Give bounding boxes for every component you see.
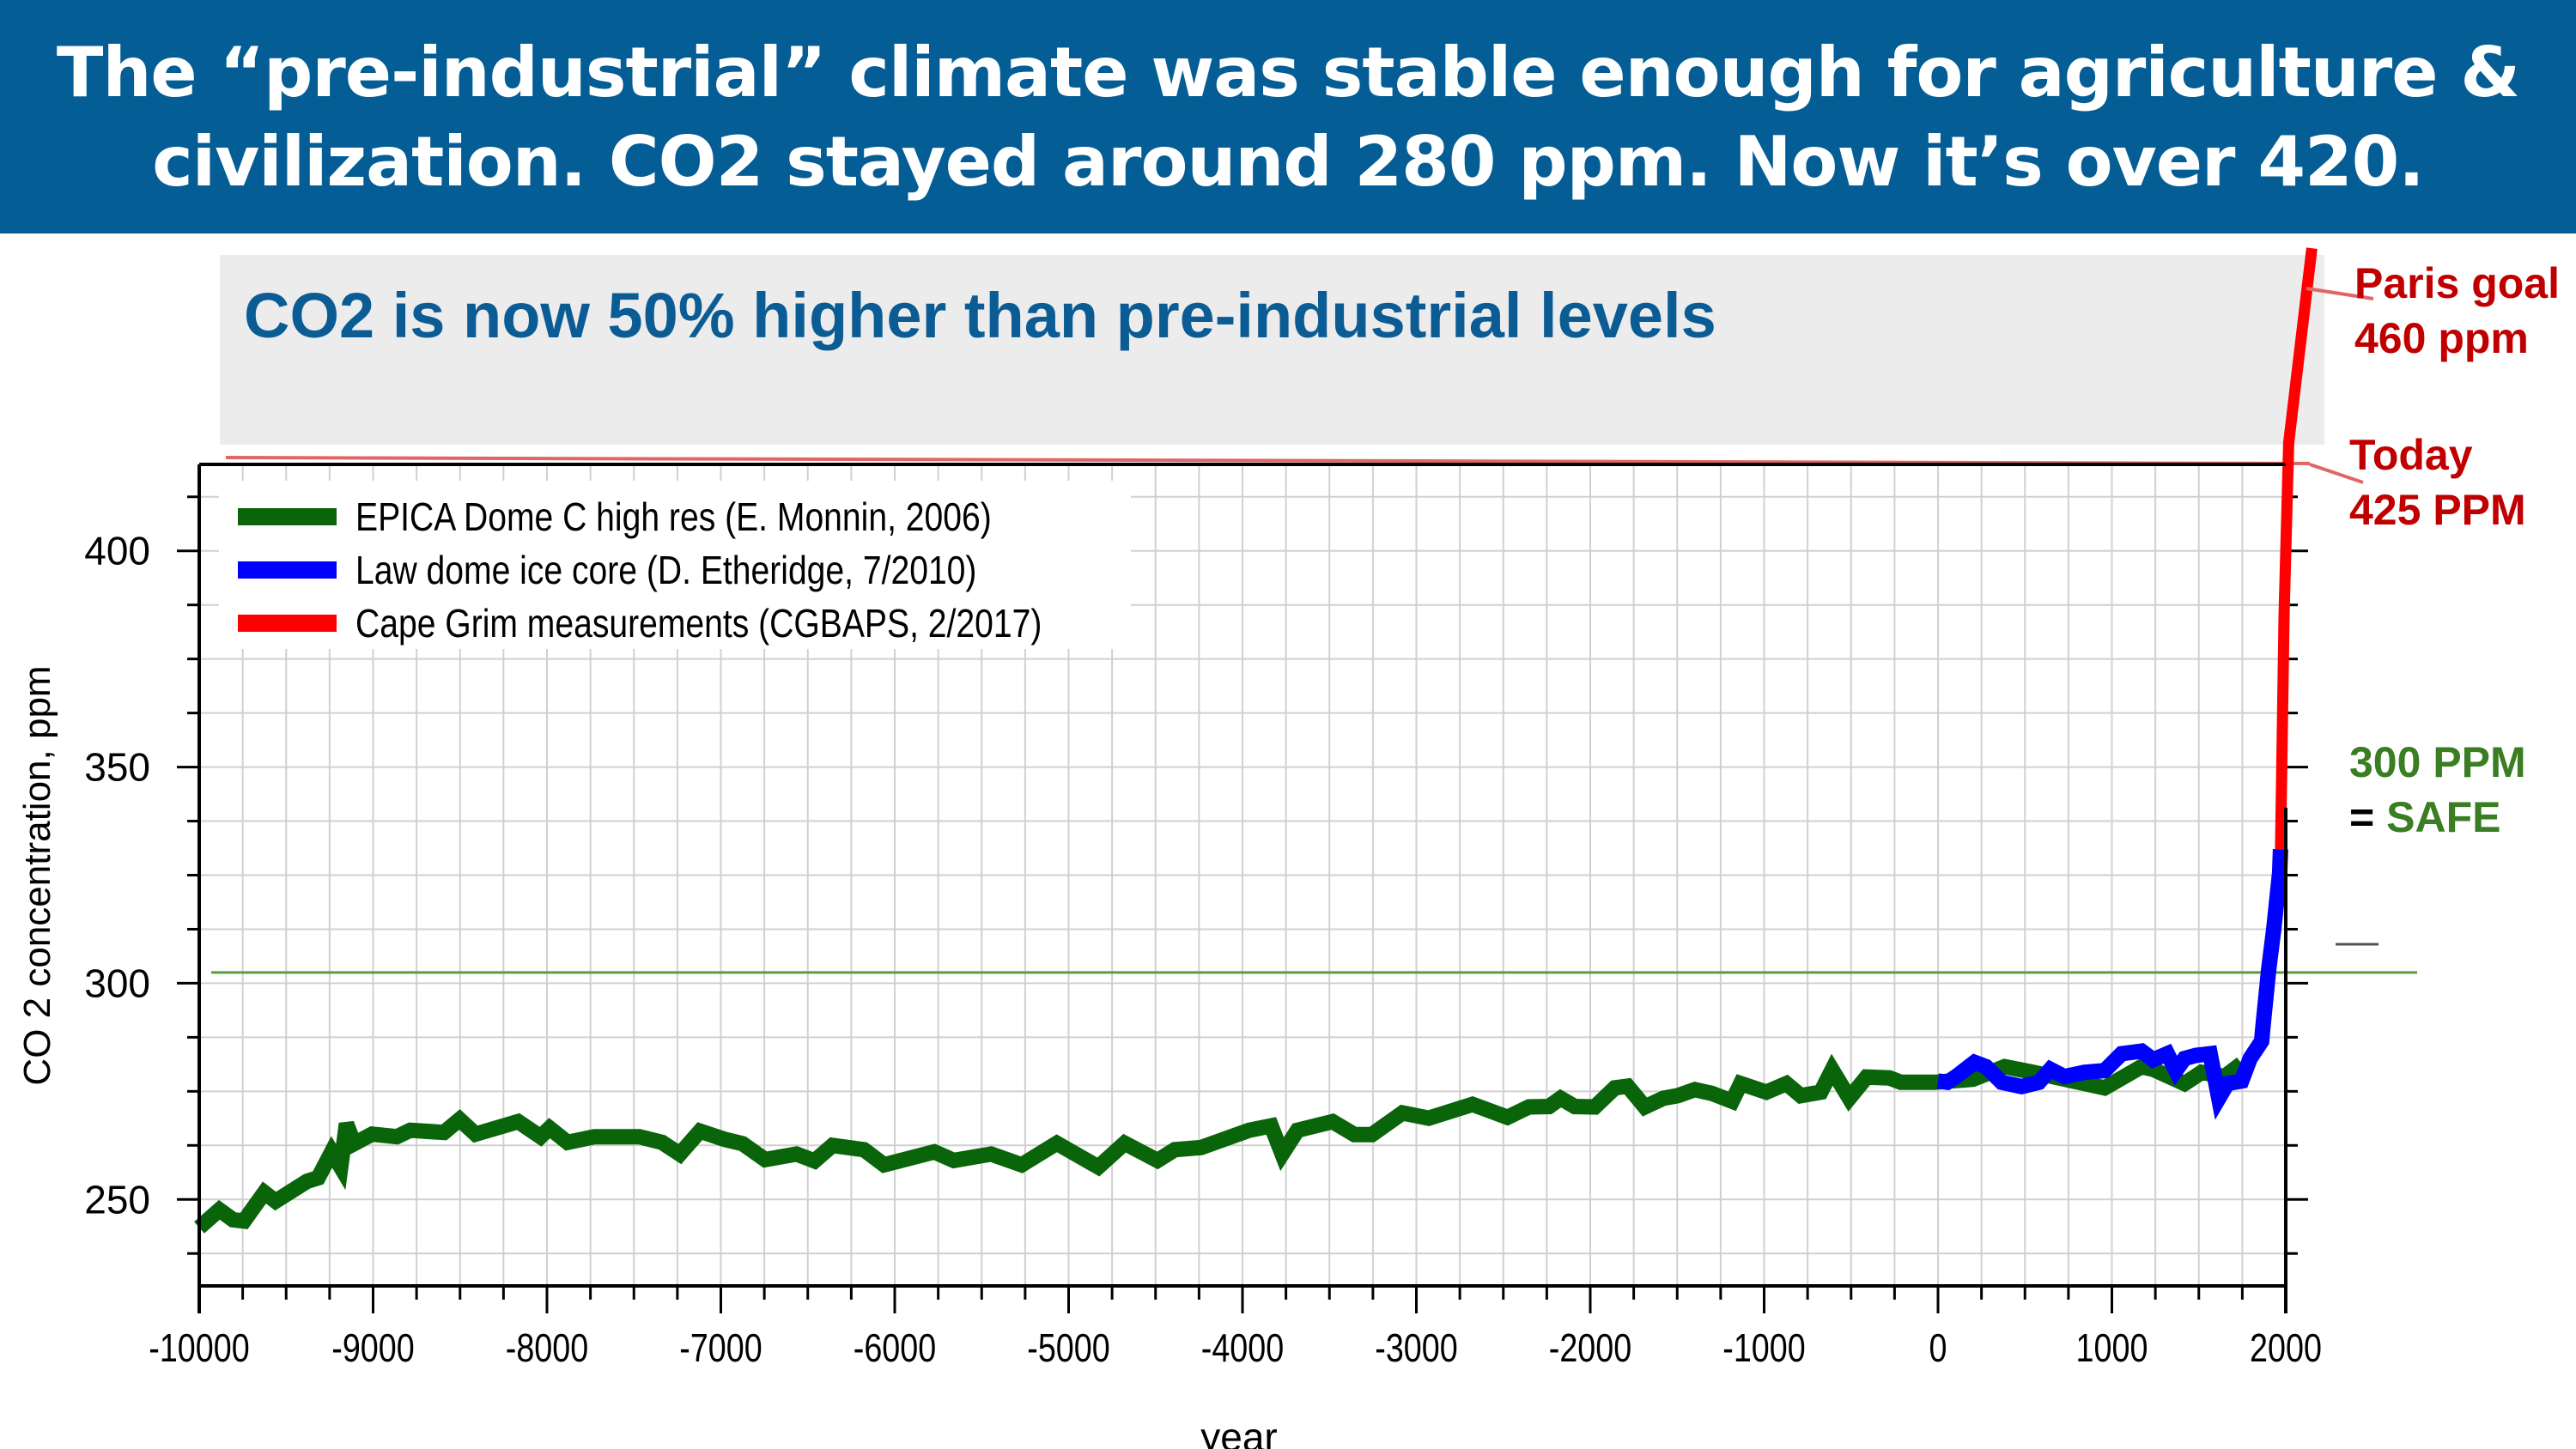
subtitle-box: CO2 is now 50% higher than pre-industria…	[220, 255, 2324, 445]
y-tick-label: 400	[84, 529, 150, 573]
subtitle: CO2 is now 50% higher than pre-industria…	[244, 280, 1716, 351]
x-tick-label: -8000	[506, 1325, 588, 1369]
x-tick-label: -4000	[1201, 1325, 1284, 1369]
series-line-law-dome	[1936, 848, 2288, 1120]
y-tick-label: 250	[84, 1177, 150, 1222]
y-axis-label: CO 2 concentration, ppm	[16, 665, 58, 1085]
legend-swatch	[238, 508, 337, 525]
today-value: 425 PPM	[2349, 486, 2526, 534]
paris-goal-pointer	[2306, 287, 2374, 300]
legend-swatch	[238, 615, 337, 632]
x-tick-label: -9000	[331, 1325, 414, 1369]
y-tick-label: 300	[84, 961, 150, 1005]
x-tick-label: -7000	[679, 1325, 762, 1369]
today-level-line	[225, 456, 2311, 465]
paris-goal-label: Paris goal	[2354, 259, 2560, 307]
title-bar: The “pre-industrial” climate was stable …	[0, 0, 2576, 233]
legend: EPICA Dome C high res (E. Monnin, 2006) L…	[219, 481, 1131, 649]
legend-label: Law dome ice core (D. Etheridge, 7/2010)	[355, 549, 976, 593]
title-line-2: civilization. CO2 stayed around 280 ppm.…	[152, 122, 2424, 202]
x-tick-label: -1000	[1722, 1325, 1805, 1369]
series-line-cape-grim	[2275, 247, 2318, 850]
x-tick-label: -3000	[1375, 1325, 1457, 1369]
y-tick-label: 350	[84, 745, 150, 790]
today-label: Today	[2349, 431, 2473, 479]
x-tick-label: -6000	[854, 1325, 936, 1369]
x-tick-label: 0	[1929, 1325, 1947, 1369]
safe-equals: =	[2349, 793, 2375, 841]
x-tick-label: -5000	[1027, 1325, 1109, 1369]
x-axis-label: year	[1200, 1415, 1277, 1449]
legend-label: EPICA Dome C high res (E. Monnin, 2006)	[355, 495, 992, 540]
paris-goal-value: 460 ppm	[2354, 314, 2529, 362]
legend-label: Cape Grim measurements (CGBAPS, 2/2017)	[355, 602, 1042, 646]
safe-label: SAFE	[2386, 793, 2501, 841]
title-line-1: The “pre-industrial” climate was stable …	[56, 33, 2520, 112]
legend-box	[219, 481, 1131, 649]
annotation-safe: 300 PPM = SAFE	[2349, 735, 2526, 845]
annotation-today: Today 425 PPM	[2349, 427, 2526, 537]
x-tick-label: 1000	[2076, 1325, 2148, 1369]
legend-swatch	[238, 561, 337, 579]
today-pointer	[2309, 463, 2364, 484]
annotation-paris-goal: Paris goal 460 ppm	[2354, 256, 2560, 366]
x-tick-label: -2000	[1549, 1325, 1631, 1369]
x-tick-label: -10000	[149, 1325, 249, 1369]
safe-value: 300 PPM	[2349, 738, 2526, 786]
x-tick-label: 2000	[2250, 1325, 2322, 1369]
